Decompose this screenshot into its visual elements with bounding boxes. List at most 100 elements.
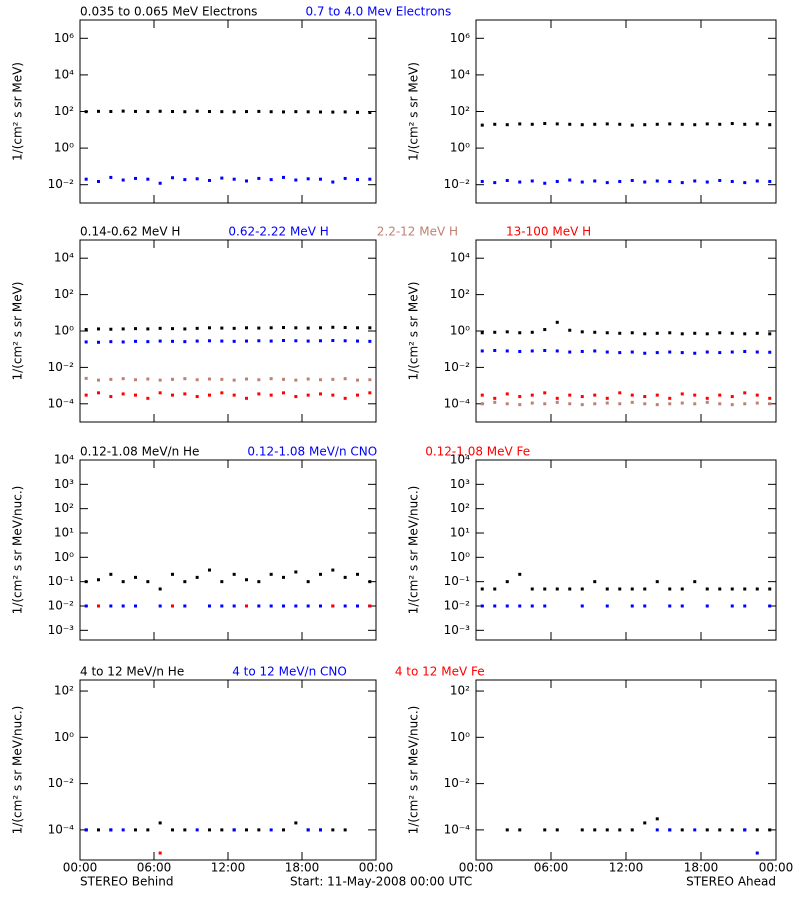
- data-point: [306, 377, 310, 381]
- data-point: [705, 828, 709, 832]
- data-point: [480, 331, 484, 335]
- y-tick-label: 10²: [450, 501, 470, 515]
- y-tick-label: 10⁻²: [48, 776, 75, 790]
- data-point: [530, 330, 534, 334]
- data-point: [171, 176, 174, 180]
- data-point: [705, 350, 709, 354]
- y-axis-label: 1/(cm² s sr MeV): [407, 62, 421, 161]
- data-point: [343, 326, 347, 330]
- data-point: [580, 403, 584, 407]
- legend-label: 4 to 12 MeV/n CNO: [232, 665, 347, 679]
- data-point: [220, 580, 224, 584]
- data-point: [593, 330, 597, 334]
- data-point: [768, 828, 772, 832]
- data-point: [269, 339, 273, 343]
- data-point: [718, 587, 722, 591]
- data-point: [356, 393, 359, 397]
- data-point: [158, 851, 162, 855]
- data-point: [319, 828, 322, 832]
- data-point: [705, 400, 709, 404]
- data-point: [705, 180, 709, 184]
- data-point: [306, 326, 310, 330]
- data-point: [195, 378, 199, 382]
- data-point: [232, 110, 236, 114]
- data-point: [605, 401, 609, 405]
- y-tick-label: 10²: [54, 104, 74, 118]
- data-point: [84, 177, 88, 181]
- data-point: [605, 828, 609, 832]
- data-point: [171, 327, 174, 331]
- data-point: [146, 396, 150, 400]
- data-point: [555, 587, 559, 591]
- data-point: [134, 378, 137, 382]
- data-point: [755, 851, 759, 855]
- data-point: [680, 122, 684, 126]
- data-point: [605, 331, 609, 335]
- data-point: [505, 604, 509, 608]
- data-point: [245, 396, 248, 400]
- data-point: [755, 401, 759, 405]
- data-point: [555, 828, 559, 832]
- data-point: [643, 821, 647, 825]
- data-point: [269, 572, 273, 576]
- data-point: [480, 393, 484, 397]
- y-tick-label: 10³: [450, 477, 470, 491]
- y-tick-label: 10⁻⁴: [48, 822, 75, 836]
- data-point: [343, 604, 347, 608]
- y-tick-label: 10⁰: [450, 550, 470, 564]
- data-point: [655, 393, 659, 397]
- data-point: [543, 391, 547, 395]
- data-point: [195, 395, 199, 399]
- data-point: [269, 326, 273, 330]
- data-point: [543, 587, 547, 591]
- data-point: [555, 320, 559, 324]
- data-point: [743, 122, 747, 126]
- data-point: [294, 339, 298, 343]
- data-point: [208, 393, 211, 397]
- data-point: [294, 395, 298, 399]
- y-tick-label: 10⁰: [450, 141, 470, 155]
- data-point: [655, 828, 659, 832]
- data-point: [668, 587, 672, 591]
- data-point: [530, 393, 534, 397]
- data-point: [306, 604, 310, 608]
- data-point: [356, 326, 359, 330]
- data-point: [505, 123, 509, 127]
- y-axis-label: 1/(cm² s sr MeV/nuc.): [11, 706, 25, 835]
- data-point: [493, 604, 497, 608]
- plot-frame: [475, 459, 777, 641]
- data-point: [208, 110, 211, 113]
- data-point: [543, 828, 547, 832]
- data-point: [618, 179, 622, 183]
- data-point: [195, 339, 199, 343]
- data-point: [505, 392, 509, 396]
- data-point: [343, 176, 347, 180]
- data-point: [543, 328, 547, 332]
- y-tick-label: 10²: [450, 684, 470, 698]
- data-point: [134, 327, 137, 331]
- data-point: [730, 331, 734, 335]
- data-point: [97, 378, 100, 382]
- data-point: [755, 587, 759, 591]
- data-point: [630, 400, 634, 404]
- data-point: [343, 396, 347, 400]
- data-point: [368, 326, 372, 330]
- data-point: [356, 378, 359, 382]
- data-point: [768, 604, 772, 608]
- data-point: [269, 604, 273, 608]
- data-point: [158, 326, 162, 330]
- data-point: [121, 377, 125, 381]
- data-point: [730, 122, 734, 126]
- data-point: [768, 332, 772, 336]
- data-point: [257, 176, 261, 180]
- data-point: [146, 327, 150, 331]
- data-point: [693, 123, 697, 127]
- y-tick-label: 10⁶: [54, 31, 74, 45]
- data-point: [134, 393, 137, 397]
- data-point: [618, 122, 622, 126]
- data-point: [668, 396, 672, 400]
- x-tick-label: 06:00: [534, 861, 569, 875]
- data-point: [97, 828, 100, 832]
- data-point: [693, 351, 697, 355]
- data-point: [356, 339, 359, 343]
